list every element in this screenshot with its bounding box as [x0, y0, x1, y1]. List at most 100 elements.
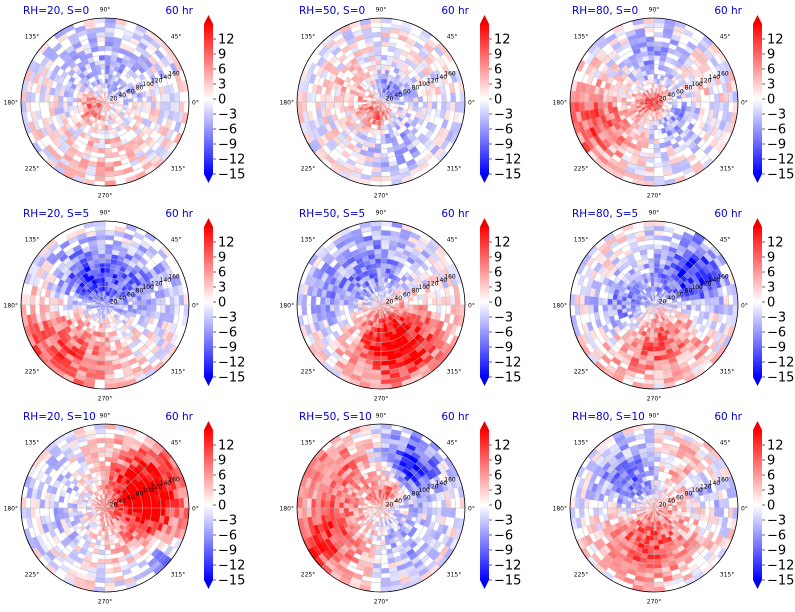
colorbar-tick-label: 3: [218, 281, 226, 296]
heatmap-cell: [644, 27, 655, 33]
heatmap-cell: [676, 304, 683, 309]
heatmap-cell: [653, 341, 660, 348]
heatmap-cell: [647, 55, 655, 61]
heatmap-cell: [380, 258, 388, 264]
heatmap-cell: [67, 101, 73, 108]
heatmap-cell: [324, 101, 331, 110]
heatmap-cell: [570, 90, 576, 103]
panel-title-left: RH=50, S=5: [299, 208, 365, 220]
heatmap-cell: [58, 507, 64, 515]
heatmap-cell: [96, 36, 106, 43]
heatmap-cell: [672, 101, 678, 106]
angle-tick-label: 0°: [192, 100, 199, 107]
radial-tick-label: 160: [444, 273, 456, 280]
heatmap-cell: [645, 244, 655, 250]
colorbar-tick-label: 12: [218, 33, 235, 48]
heatmap-cell: [399, 304, 405, 309]
heatmap-cell: [713, 296, 720, 306]
heatmap-cell: [611, 96, 618, 103]
heatmap-cell: [104, 351, 112, 357]
heatmap-cell: [98, 549, 106, 555]
angle-tick-label: 135°: [301, 237, 315, 244]
heatmap-cell: [173, 274, 182, 286]
heatmap-cell: [96, 239, 106, 246]
colorbar-tick-label: 3: [494, 78, 502, 93]
heatmap-cell: [372, 360, 382, 366]
heatmap-cell: [646, 45, 655, 52]
heatmap-cell: [647, 346, 655, 352]
heatmap-cell: [137, 304, 143, 311]
angle-tick-label: 315°: [171, 165, 185, 172]
heatmap-cell: [96, 364, 106, 371]
heatmap-cell: [380, 152, 389, 159]
heatmap-cell: [588, 93, 595, 103]
heatmap-cell: [95, 230, 106, 236]
heatmap-cell: [104, 45, 113, 52]
heatmap-cell: [338, 96, 345, 103]
angle-tick-label: 225°: [301, 165, 315, 172]
heatmap-cell: [378, 318, 382, 324]
heatmap-cell: [645, 360, 655, 366]
heatmap-cell: [343, 299, 349, 306]
colorbar-tick-label: 9: [767, 48, 775, 63]
colorbar-tick-label: 9: [767, 251, 775, 266]
heatmap-cell: [403, 301, 410, 306]
radial-tick-label: 100: [691, 81, 703, 88]
heatmap-cell: [653, 262, 660, 269]
heatmap-cell: [375, 59, 382, 66]
radial-tick-label: 40: [394, 92, 402, 99]
heatmap-cell: [174, 92, 180, 103]
heatmap-cell: [611, 299, 618, 306]
colorbar-tick-label: −9: [767, 138, 786, 153]
colorbar-tick-label: 3: [218, 78, 226, 93]
heatmap-cell: [104, 489, 108, 495]
heatmap-cell: [380, 239, 390, 246]
radial-tick-label: 40: [667, 92, 675, 99]
heatmap-cell: [374, 148, 382, 154]
heatmap-cell: [644, 171, 655, 177]
heatmap-cell: [380, 374, 391, 380]
heatmap-cell: [651, 115, 655, 121]
heatmap-cell: [127, 304, 134, 309]
polar-panel: 0°45°90°135°180°225°270°315°204060801001…: [4, 5, 246, 200]
heatmap-cell: [450, 92, 456, 103]
heatmap-cell: [372, 41, 382, 47]
heatmap-cell: [137, 96, 143, 103]
heatmap-cell: [690, 299, 697, 306]
heatmap-cell: [723, 295, 729, 306]
grid-spoke: [321, 42, 382, 103]
heatmap-cell: [653, 346, 661, 352]
heatmap-cell: [625, 101, 632, 106]
heatmap-cell: [672, 98, 678, 103]
heatmap-cell: [681, 101, 687, 107]
colorbar-tick-label: 3: [767, 78, 775, 93]
heatmap-cell: [647, 351, 655, 357]
colorbar-tick-label: −3: [767, 311, 786, 326]
heatmap-cell: [375, 337, 382, 343]
heatmap-cell: [380, 120, 385, 126]
heatmap-cell: [593, 93, 599, 103]
angle-tick-label: 135°: [25, 237, 39, 244]
radial-tick-label: 80: [136, 85, 144, 92]
heatmap-cell: [101, 120, 106, 126]
heatmap-cell: [104, 341, 111, 348]
heatmap-cell: [672, 304, 678, 309]
colorbar-tick-label: −6: [218, 326, 237, 341]
heatmap-cell: [334, 298, 340, 306]
heatmap-cell: [98, 351, 106, 357]
heatmap-cell: [104, 465, 111, 472]
heatmap-cell: [653, 276, 658, 283]
polar-frame: [569, 17, 739, 187]
radial-tick-label: 60: [403, 88, 411, 95]
colorbar-body: [753, 24, 762, 174]
heatmap-cell: [607, 101, 613, 109]
heatmap-cell: [30, 304, 36, 315]
colorbar-tick-label: −9: [767, 341, 786, 356]
heatmap-cell: [99, 465, 106, 472]
angle-tick-label: 45°: [720, 34, 731, 41]
colorbar-tick-label: 9: [494, 48, 502, 63]
heatmap-cell: [53, 101, 59, 109]
heatmap-cell: [373, 248, 382, 255]
